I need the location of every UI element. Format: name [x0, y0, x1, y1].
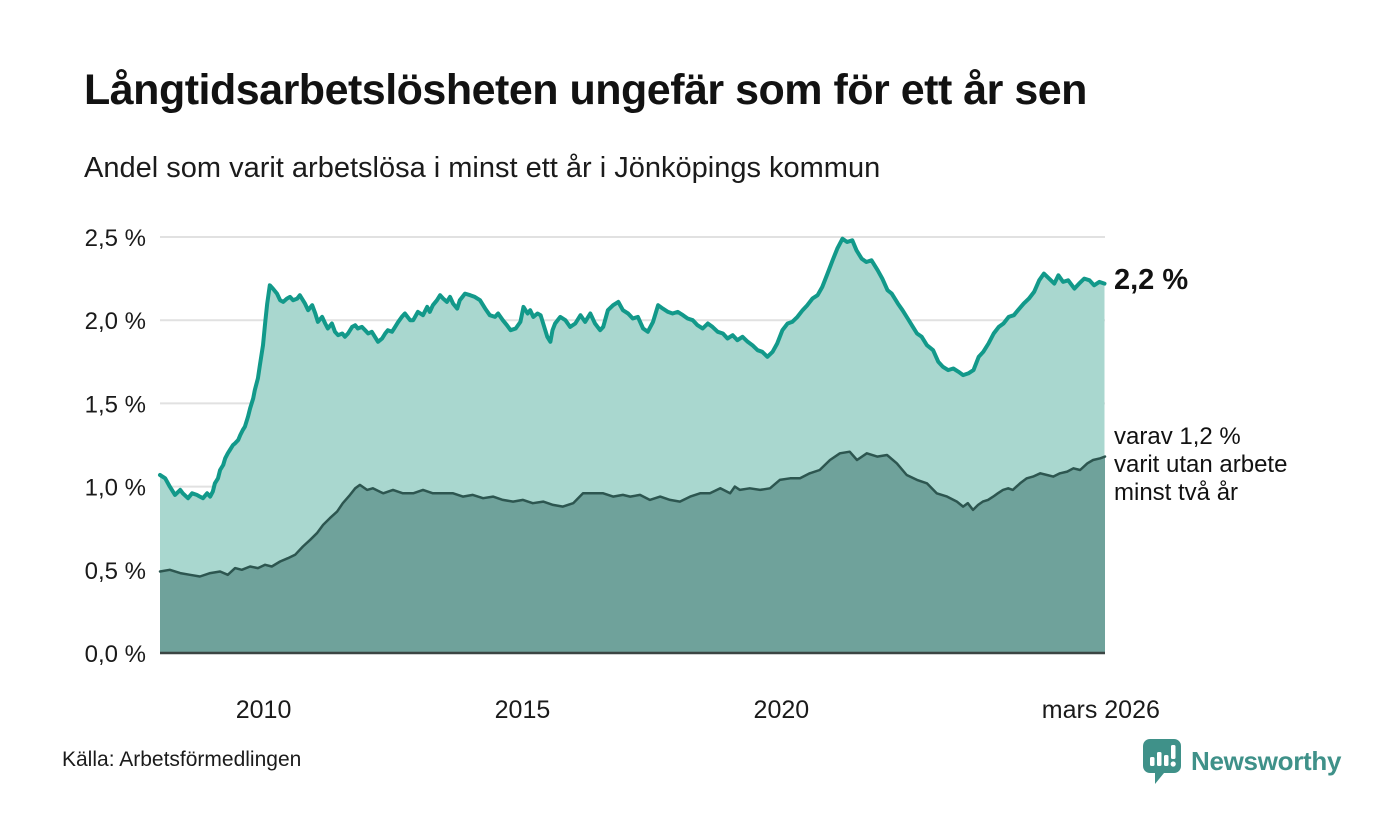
secondary-value-line1: varav 1,2 %: [1114, 423, 1241, 450]
newsworthy-logo-icon: [1143, 739, 1181, 784]
y-tick-label: 1,5 %: [85, 391, 146, 418]
y-tick-label: 2,5 %: [85, 225, 146, 252]
source-note: Källa: Arbetsförmedlingen: [62, 748, 302, 771]
x-tick-label: 2010: [236, 696, 292, 724]
latest-value-label: 2,2 %: [1114, 264, 1189, 296]
newsworthy-logo: Newsworthy: [1142, 738, 1341, 784]
x-tick-label: mars 2026: [1042, 696, 1160, 724]
secondary-value-line3: minst två år: [1114, 479, 1239, 506]
page-title: Långtidsarbetslösheten ungefär som för e…: [84, 66, 1087, 114]
secondary-value-line2: varit utan arbete: [1114, 451, 1288, 478]
newsworthy-logo-text: Newsworthy: [1191, 745, 1342, 776]
y-tick-label: 2,0 %: [85, 308, 146, 335]
line-two-years: [158, 450, 1107, 578]
x-tick-label: 2015: [495, 696, 551, 724]
x-tick-label: 2020: [754, 696, 810, 724]
y-tick-label: 0,5 %: [85, 558, 146, 585]
y-tick-label: 0,0 %: [85, 641, 146, 668]
secondary-value-label: varav 1,2 % varit utan arbete minst två …: [1114, 423, 1287, 507]
line-one-year: [158, 236, 1107, 501]
y-tick-label: 1,0 %: [85, 475, 146, 502]
page-subtitle: Andel som varit arbetslösa i minst ett å…: [84, 152, 881, 184]
area-fill-two-years: [160, 451, 1105, 653]
